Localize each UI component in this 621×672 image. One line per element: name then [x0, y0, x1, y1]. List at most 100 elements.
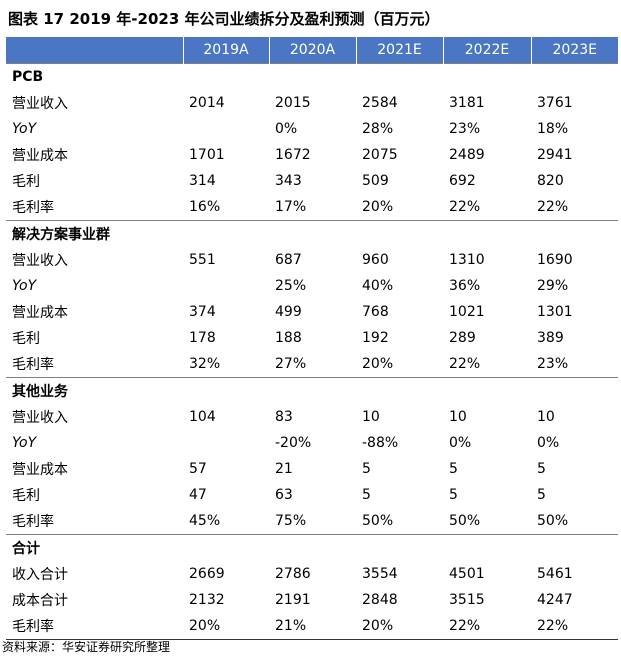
data-cell: 1301: [537, 304, 573, 320]
data-cell: 2489: [449, 147, 485, 163]
data-cell: 47: [189, 487, 207, 503]
data-cell: 29%: [537, 278, 569, 294]
data-cell: 687: [275, 252, 302, 268]
data-cell: 0%: [537, 435, 560, 451]
data-row: YoY 25% 40% 36% 29%: [6, 273, 618, 299]
data-cell: 1672: [275, 147, 311, 163]
data-cell: [183, 430, 269, 456]
data-row: 毛利率 45% 75% 50% 50% 50%: [6, 508, 618, 535]
data-cell: 20%: [183, 613, 269, 640]
data-cell: 18%: [537, 121, 569, 137]
data-cell: 374: [189, 304, 216, 320]
data-row: 毛利率 20% 21% 20% 22% 22%: [6, 613, 618, 640]
title: 图表 17 2019 年-2023 年公司业绩拆分及盈利预测（百万元）: [8, 10, 440, 28]
data-cell: 192: [362, 330, 389, 346]
data-cell: 5: [362, 461, 371, 477]
data-cell: 2191: [275, 592, 311, 608]
row-label: 营业收入: [12, 253, 68, 269]
data-cell: 17%: [275, 199, 307, 215]
section-row: 其他业务: [6, 377, 618, 404]
header-cell: [6, 37, 183, 64]
data-cell: 3515: [449, 592, 485, 608]
row-label: 营业成本: [12, 462, 68, 478]
data-cell: 343: [275, 173, 302, 189]
data-cell: 188: [275, 330, 302, 346]
data-cell: 5: [537, 461, 546, 477]
data-cell: 314: [189, 173, 216, 189]
data-row: 营业收入 2014 2015 2584 3181 3761: [6, 90, 618, 116]
row-label: 毛利率: [6, 613, 183, 640]
data-cell: 960: [362, 252, 389, 268]
row-label: 营业成本: [12, 148, 68, 164]
data-cell: -20%: [275, 435, 312, 451]
section-title: PCB: [6, 63, 618, 90]
data-cell: 820: [537, 173, 564, 189]
data-cell: 10: [449, 409, 467, 425]
row-label: YoY: [12, 121, 37, 137]
section-row: 解决方案事业群: [6, 220, 618, 247]
data-cell: 75%: [275, 513, 307, 529]
row-label: 毛利: [12, 488, 40, 504]
data-cell: 22%: [443, 613, 531, 640]
data-cell: 1310: [449, 252, 485, 268]
data-cell: 23%: [449, 121, 481, 137]
data-row: YoY 0% 28% 23% 18%: [6, 116, 618, 142]
row-label: 毛利: [12, 174, 40, 190]
data-cell: 0%: [449, 435, 472, 451]
data-cell: 16%: [189, 199, 221, 215]
data-cell: 2075: [362, 147, 398, 163]
data-cell: 32%: [189, 356, 221, 372]
data-cell: 5: [449, 461, 458, 477]
data-cell: 83: [275, 409, 293, 425]
data-cell: 50%: [537, 513, 569, 529]
data-cell: 20%: [362, 356, 394, 372]
data-cell: 104: [189, 409, 216, 425]
data-cell: 1021: [449, 304, 485, 320]
data-cell: 0%: [275, 121, 298, 137]
data-row: 收入合计 2669 2786 3554 4501 5461: [6, 561, 618, 587]
data-cell: 499: [275, 304, 302, 320]
data-cell: -88%: [362, 435, 399, 451]
header-cell: 2022E: [442, 37, 531, 64]
row-label: 毛利率: [12, 514, 54, 530]
data-cell: 22%: [449, 199, 481, 215]
row-label: 收入合计: [12, 567, 68, 583]
data-cell: 3761: [537, 95, 573, 111]
header-cell: 2019A: [182, 37, 269, 64]
data-cell: 45%: [189, 513, 221, 529]
data-cell: 50%: [449, 513, 481, 529]
data-cell: 3554: [362, 566, 398, 582]
data-row: 毛利 314 343 509 692 820: [6, 168, 618, 194]
row-label: 营业收入: [12, 410, 68, 426]
table: 2019A 2020A 2021E 2022E 2023E PCB 营业收入 2014 2015…: [6, 37, 618, 640]
data-cell: 27%: [275, 356, 307, 372]
data-cell: 2669: [189, 566, 225, 582]
data-cell: 2848: [362, 592, 398, 608]
data-cell: 20%: [356, 613, 443, 640]
section-title: 合计: [6, 534, 618, 561]
data-row: 营业收入 104 83 10 10 10: [6, 404, 618, 430]
data-cell: 4501: [449, 566, 485, 582]
data-cell: 289: [449, 330, 476, 346]
row-label: 毛利率: [12, 357, 54, 373]
section-title: 解决方案事业群: [6, 220, 618, 247]
data-cell: 22%: [531, 613, 618, 640]
data-cell: 509: [362, 173, 389, 189]
data-row: 营业收入 551 687 960 1310 1690: [6, 247, 618, 273]
data-cell: 178: [189, 330, 216, 346]
data-cell: 2941: [537, 147, 573, 163]
data-cell: 20%: [362, 199, 394, 215]
data-cell: 22%: [537, 199, 569, 215]
row-label: 毛利: [12, 331, 40, 347]
data-cell: 2584: [362, 95, 398, 111]
row-label: YoY: [12, 278, 37, 294]
data-cell: 1701: [189, 147, 225, 163]
data-cell: [183, 273, 269, 299]
data-cell: 40%: [362, 278, 394, 294]
row-label: 营业成本: [12, 305, 68, 321]
section-row: 合计: [6, 534, 618, 561]
data-cell: 2132: [189, 592, 225, 608]
data-row: 毛利率 32% 27% 20% 22% 23%: [6, 351, 618, 378]
data-cell: 10: [537, 409, 555, 425]
data-cell: 1690: [537, 252, 573, 268]
